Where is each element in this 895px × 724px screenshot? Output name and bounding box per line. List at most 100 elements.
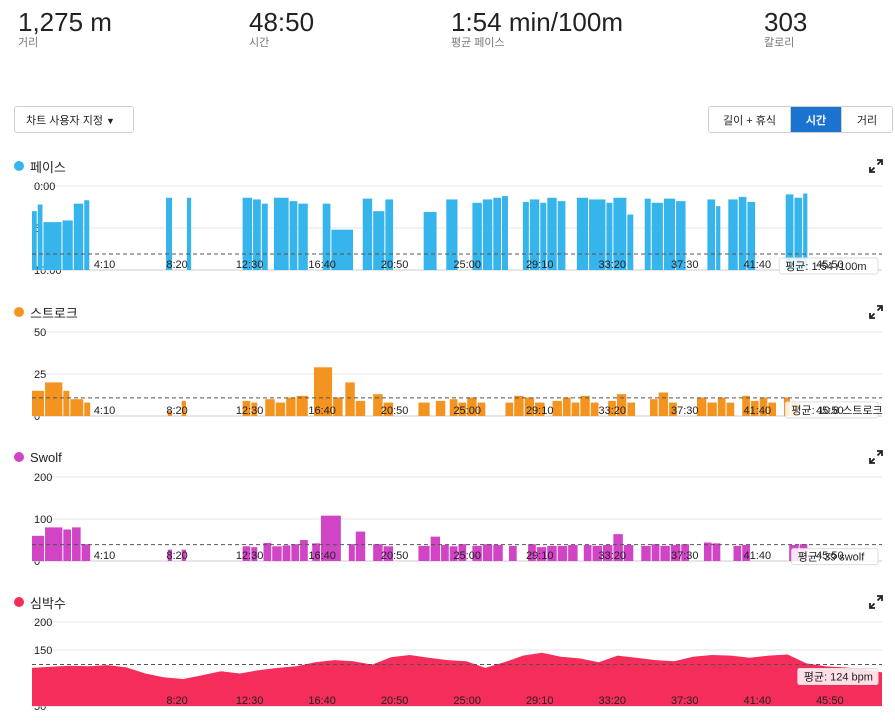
bar [557, 545, 568, 561]
bar [348, 544, 355, 561]
x-tick-label: 29:10 [526, 695, 554, 707]
stat-calories: 303 칼로리 [764, 6, 807, 50]
bar [63, 390, 70, 416]
bar [524, 397, 535, 416]
bar [644, 198, 651, 270]
bar [458, 544, 467, 561]
bar [472, 545, 482, 561]
average-label-box [778, 257, 879, 275]
segment-time[interactable]: 시간 [791, 107, 842, 132]
bar [362, 198, 373, 270]
expand-icon[interactable] [869, 595, 883, 609]
bar [37, 204, 43, 270]
x-tick-label: 41:40 [744, 695, 772, 707]
expand-icon[interactable] [869, 159, 883, 173]
x-tick-label: 8:20 [166, 405, 187, 417]
bar [345, 382, 355, 416]
bar [181, 549, 186, 561]
x-tick-label: 37:30 [671, 405, 699, 417]
bar [423, 212, 437, 270]
x-tick-label: 25:00 [453, 259, 481, 271]
bar [166, 197, 172, 270]
expand-icon[interactable] [869, 450, 883, 464]
bar [251, 547, 258, 561]
y-tick-label: 50 [34, 327, 46, 339]
bar [663, 198, 676, 270]
bar [712, 543, 721, 561]
x-tick-label: 8:20 [166, 695, 187, 707]
bar [441, 545, 449, 561]
bar [242, 400, 251, 416]
bar [291, 544, 300, 561]
bar [602, 545, 613, 561]
segment-length-rest[interactable]: 길이 + 휴식 [709, 107, 791, 132]
average-label-box [797, 668, 879, 686]
bar [81, 544, 91, 561]
bar [84, 402, 91, 416]
bar [592, 545, 602, 561]
bar [627, 214, 634, 270]
bar [608, 400, 616, 416]
bar [84, 200, 90, 270]
bar [32, 390, 45, 416]
bar [458, 402, 467, 416]
x-tick-label: 4:10 [94, 405, 115, 417]
stat-value: 48:50 [249, 7, 315, 37]
bar [482, 544, 493, 561]
heart-rate-legend-dot [14, 597, 24, 607]
bar [355, 400, 366, 416]
bar [313, 367, 333, 416]
x-tick-label: 25:00 [453, 695, 481, 707]
customize-chart-button[interactable]: 차트 사용자 지정 ▼ [14, 106, 134, 133]
x-tick-label: 37:30 [671, 259, 699, 271]
x-tick-label: 45:50 [816, 695, 844, 707]
x-tick-label: 12:30 [236, 550, 264, 562]
x-tick-label: 29:10 [526, 550, 554, 562]
bar [613, 197, 627, 270]
bar [589, 199, 606, 270]
bar [742, 545, 750, 561]
segment-distance[interactable]: 거리 [842, 107, 892, 132]
bar [32, 211, 37, 270]
bar [186, 197, 192, 270]
x-tick-label: 33:20 [598, 695, 626, 707]
bar [803, 193, 808, 270]
x-tick-label: 45:50 [816, 550, 844, 562]
bar [482, 199, 493, 270]
bar [681, 544, 689, 561]
bar [385, 199, 394, 270]
bar [251, 402, 258, 416]
bar [322, 203, 331, 270]
x-tick-label: 33:20 [598, 550, 626, 562]
bar [383, 402, 394, 416]
stat-avg-pace: 1:54 min/100m 평균 페이스 [451, 6, 623, 50]
y-tick-label: 0 [34, 411, 40, 423]
bar [785, 194, 794, 270]
bar [759, 397, 768, 416]
x-tick-label: 20:50 [381, 259, 409, 271]
bar [651, 544, 660, 561]
bar [272, 546, 282, 561]
bar [590, 402, 599, 416]
bar [547, 545, 557, 561]
expand-icon[interactable] [869, 305, 883, 319]
bar [430, 536, 441, 561]
bar [669, 402, 677, 416]
bar [373, 394, 383, 416]
bar [514, 395, 524, 416]
bar [552, 400, 562, 416]
bar [501, 196, 508, 270]
bar [263, 542, 272, 561]
bar [557, 201, 566, 270]
bar [583, 545, 592, 561]
stat-value: 303 [764, 7, 808, 37]
swolf-legend-dot [14, 452, 24, 462]
bar [742, 395, 750, 416]
bar [261, 203, 268, 270]
bar [312, 543, 320, 561]
x-tick-label: 29:10 [526, 405, 554, 417]
bar [265, 399, 275, 416]
bar [616, 394, 627, 416]
x-tick-label: 37:30 [671, 550, 699, 562]
x-tick-label: 29:10 [526, 259, 554, 271]
